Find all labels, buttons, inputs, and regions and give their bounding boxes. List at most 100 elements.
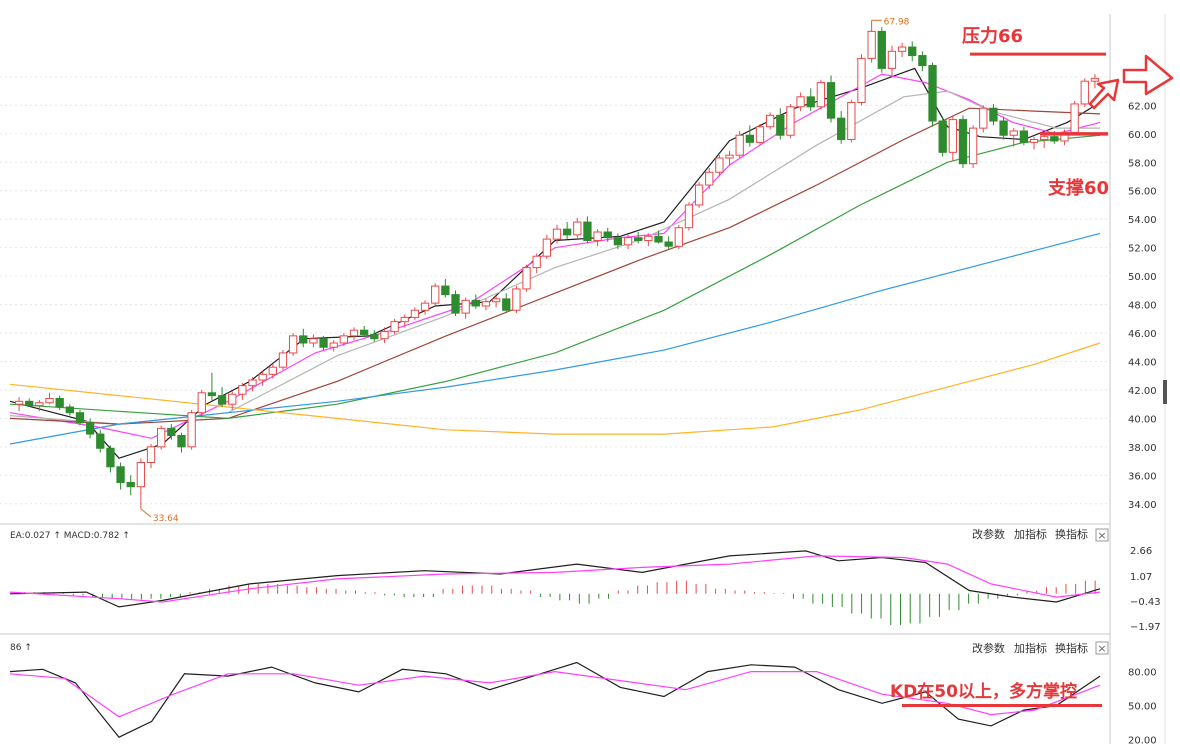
macd-toolbar: 改参数 加指标 换指标 ×: [972, 527, 1109, 542]
candle-up: [725, 154, 734, 159]
kd-tick-label: 50.00: [1128, 702, 1157, 713]
candle-up: [786, 106, 795, 136]
candle-down: [877, 30, 886, 69]
kd-y-axis: 80.00 50.00 20.00: [1128, 668, 1157, 744]
candle-down: [85, 422, 95, 435]
candle-up: [329, 342, 338, 348]
candle-up: [380, 331, 389, 340]
candle-up: [146, 446, 156, 464]
candle-up: [410, 309, 420, 318]
candle-up: [1040, 136, 1049, 141]
macd-add-indicator-button[interactable]: 加指标: [1014, 527, 1047, 541]
candle-up: [847, 102, 856, 141]
price-tick-label: 34.00: [1128, 500, 1157, 511]
candle-up: [1090, 77, 1100, 82]
candle-down: [116, 466, 125, 483]
kd-d-line: [9, 670, 1101, 718]
candle-up: [14, 400, 24, 405]
price-tick-label: 58.00: [1128, 158, 1157, 169]
candle-down: [441, 285, 450, 296]
price-tick-label: 50.00: [1128, 272, 1157, 283]
candle-down: [75, 412, 85, 424]
candle-up: [979, 107, 988, 129]
candle-down: [837, 117, 846, 141]
candle-down: [126, 481, 135, 488]
candle-up: [542, 238, 552, 257]
moving-average-line: [9, 73, 1101, 439]
price-tick-label: 54.00: [1128, 215, 1157, 226]
price-tick-label: 52.00: [1128, 244, 1157, 255]
candle-up: [532, 255, 541, 269]
candle-down: [360, 329, 369, 335]
candle-up: [1029, 139, 1039, 143]
candle-down: [217, 395, 227, 405]
macd-close-button[interactable]: ×: [1095, 528, 1109, 542]
moving-average-line: [9, 67, 1101, 459]
macd-edit-params-button[interactable]: 改参数: [972, 527, 1005, 541]
candle-up: [948, 119, 957, 153]
price-tick-label: 46.00: [1128, 329, 1157, 340]
kd-add-indicator-button[interactable]: 加指标: [1014, 641, 1047, 655]
candle-up: [897, 46, 907, 52]
candle-up: [390, 321, 399, 333]
support-label: 支撑60: [1047, 177, 1109, 199]
analyst-annotations: 压力66 支撑60 KD在50以上，多方掌控: [890, 26, 1174, 708]
candle-up: [512, 288, 521, 311]
candle-up: [623, 237, 633, 246]
candle-up: [1009, 130, 1018, 136]
macd-tick-label: 1.07: [1130, 572, 1152, 583]
candle-up: [867, 30, 876, 59]
candle-up: [968, 127, 978, 165]
candle-down: [319, 338, 328, 348]
moving-average-line: [9, 90, 1100, 425]
price-tick-label: 38.00: [1128, 443, 1157, 454]
candle-up: [187, 412, 196, 448]
candle-up: [593, 231, 602, 242]
candle-up: [796, 96, 805, 108]
candle-down: [958, 119, 968, 165]
macd-switch-indicator-button[interactable]: 换指标: [1055, 527, 1088, 541]
kd-edit-params-button[interactable]: 改参数: [972, 641, 1005, 655]
price-tick-label: 56.00: [1128, 187, 1157, 198]
candle-down: [370, 333, 379, 340]
candle-up: [684, 204, 694, 229]
candle-down: [106, 447, 115, 468]
candle-down: [562, 228, 572, 236]
candle-up: [278, 352, 288, 368]
candle-up: [735, 134, 744, 156]
scrollbar-handle[interactable]: [1163, 380, 1167, 404]
kd-switch-indicator-button[interactable]: 换指标: [1055, 641, 1088, 655]
up-arrow-icon: [1088, 78, 1120, 110]
extreme-price-labels: 67.98 33.64: [140, 17, 910, 524]
candle-down: [908, 46, 917, 57]
point-label-leader: [140, 508, 152, 518]
price-tick-label: 60.00: [1128, 130, 1157, 141]
candle-up: [339, 335, 349, 344]
candle-up: [258, 373, 267, 381]
candle-up: [197, 392, 206, 414]
candle-down: [938, 120, 947, 153]
macd-tick-label: 2.66: [1130, 546, 1152, 557]
candle-down: [999, 120, 1008, 136]
candle-up: [573, 221, 582, 236]
right-arrow-icon: [1122, 54, 1174, 96]
candle-up: [765, 114, 775, 128]
candle-down: [25, 400, 34, 407]
kd-annotation-label: KD在50以上，多方掌控: [890, 681, 1077, 702]
macd-header: EA:0.027 ↑ MACD:0.782 ↑: [10, 531, 130, 541]
candle-up: [238, 385, 247, 395]
kd-close-button[interactable]: ×: [1095, 641, 1109, 655]
candle-up: [400, 316, 409, 323]
candle-down: [806, 96, 815, 108]
candle-up: [268, 366, 277, 375]
kd-tick-label: 20.00: [1128, 735, 1157, 744]
candle-up: [431, 285, 440, 304]
candle-up: [481, 301, 491, 307]
macd-lines: [9, 550, 1101, 608]
candlesticks: [14, 20, 1100, 509]
macd-histogram: [14, 580, 1096, 626]
candle-down: [167, 427, 176, 436]
candle-up: [461, 299, 470, 314]
candle-down: [502, 298, 511, 311]
